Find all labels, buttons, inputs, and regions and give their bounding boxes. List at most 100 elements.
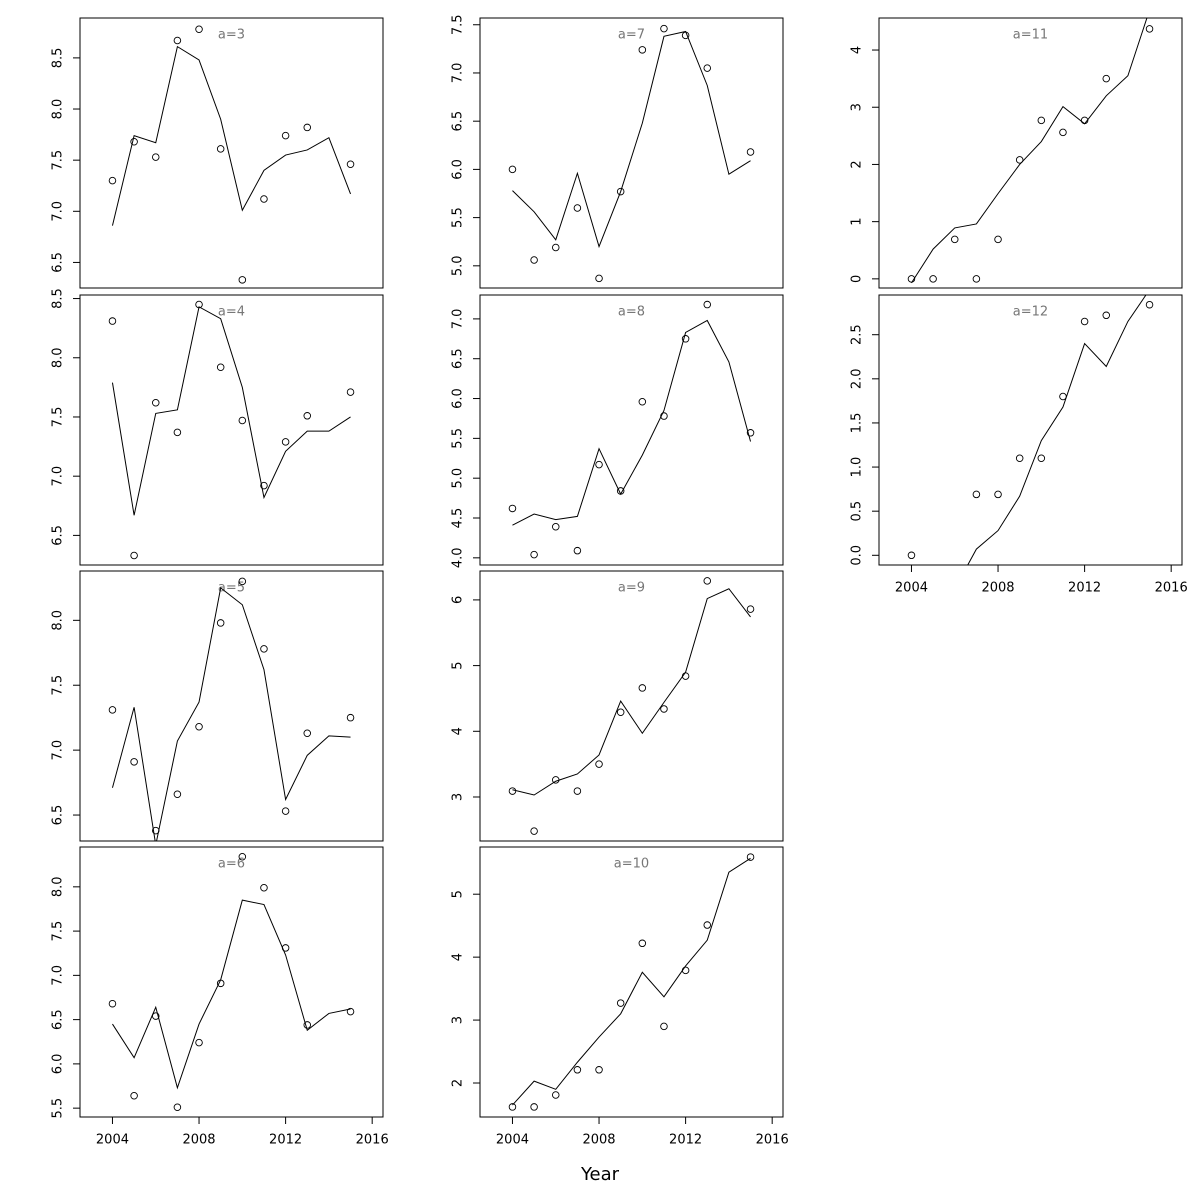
panel: a=8 4.0 4.5 5.0 5.5 6.0 6.5 7.0 (451, 294, 784, 568)
data-point (260, 645, 268, 653)
x-tick-label: 2008 (182, 1133, 215, 1148)
data-point (173, 790, 182, 799)
data-point (195, 1038, 203, 1047)
data-point (638, 684, 647, 692)
plot-area (907, 295, 1154, 565)
data-point (508, 787, 517, 795)
plot-area (108, 300, 355, 560)
y-tick-label: 4.0 (451, 547, 466, 568)
data-point (260, 481, 268, 490)
fitted-line (911, 18, 1148, 284)
data-point (638, 397, 647, 406)
x-tick-label: 2016 (1155, 581, 1188, 596)
y-tick-label: 8.0 (51, 99, 66, 120)
plot-area (508, 24, 755, 283)
fitted-line (967, 295, 1147, 565)
data-point (108, 706, 117, 714)
y-tick-label: 6.5 (51, 1009, 66, 1030)
panel-frame (79, 294, 384, 566)
data-point (573, 787, 582, 795)
panel-frame (878, 294, 1183, 566)
y-tick-label: 7.5 (51, 675, 66, 696)
data-point (1145, 25, 1154, 33)
data-point (303, 729, 312, 738)
data-point (108, 999, 117, 1008)
y-tick-label: 2.5 (850, 324, 865, 345)
data-point (951, 235, 959, 244)
data-point (972, 490, 981, 499)
data-point (907, 551, 916, 560)
data-point (994, 235, 1002, 244)
y-tick-label: 8.0 (51, 876, 66, 897)
plot-area (108, 25, 355, 284)
data-point (281, 131, 290, 140)
y-tick-label: 1.0 (850, 457, 865, 478)
data-point (303, 123, 312, 132)
data-point (638, 939, 647, 948)
data-point (660, 705, 668, 713)
data-point (552, 243, 560, 252)
data-point (108, 176, 117, 185)
panel: a=6 5.5 6.0 6.5 7.0 7.5 8.0 2004 2008 2012 2016 (51, 846, 389, 1148)
y-tick-label: 8.5 (51, 48, 66, 69)
data-point (530, 1103, 538, 1111)
x-tick-label: 2016 (356, 1133, 389, 1148)
data-point (681, 966, 690, 975)
y-tick-label: 7.0 (51, 466, 66, 487)
data-point (660, 24, 668, 33)
data-point (346, 1007, 355, 1016)
fitted-line (111, 306, 351, 516)
plot-area (907, 18, 1154, 284)
data-point (151, 153, 160, 161)
panel-frame (479, 846, 784, 1118)
data-point (746, 148, 755, 156)
fitted-line (112, 899, 351, 1090)
data-point (130, 137, 138, 146)
y-tick-label: 5 (451, 890, 466, 898)
data-point (173, 1103, 182, 1112)
data-point (616, 708, 625, 716)
data-point (573, 1066, 582, 1074)
y-tick-label: 6.5 (51, 525, 66, 546)
data-point (929, 275, 937, 283)
y-tick-label: 3 (451, 793, 466, 801)
panel-title: a=3 (218, 28, 245, 43)
data-point (238, 577, 247, 586)
y-tick-label: 0 (850, 275, 865, 283)
data-point (972, 275, 981, 283)
panel-title: a=10 (614, 857, 649, 872)
x-tick-label: 2004 (496, 1133, 529, 1148)
data-point (616, 187, 625, 196)
y-tick-label: 8.0 (51, 347, 66, 368)
y-tick-label: 1.5 (850, 413, 865, 434)
data-point (108, 317, 117, 325)
y-tick-label: 8.0 (51, 610, 66, 631)
fitted-line (512, 588, 751, 796)
panel-frame (479, 570, 784, 842)
data-point (530, 827, 538, 835)
y-tick-label: 1 (850, 218, 865, 226)
y-tick-label: 6.0 (451, 159, 466, 180)
panel-title: a=7 (618, 28, 645, 43)
data-point (1037, 454, 1046, 462)
y-tick-label: 5 (451, 661, 466, 669)
y-tick-label: 6.5 (51, 805, 66, 826)
data-point (508, 165, 517, 174)
panel: a=7 5.0 5.5 6.0 6.5 7.0 7.5 (451, 14, 784, 289)
data-point (195, 25, 203, 34)
y-tick-label: 5.5 (51, 1098, 66, 1119)
fitted-line (512, 857, 751, 1106)
panel: a=4 6.5 7.0 7.5 8.0 8.5 (51, 288, 384, 566)
y-tick-label: 2.0 (850, 368, 865, 389)
data-point (1145, 300, 1154, 309)
panel-title: a=4 (218, 305, 245, 320)
data-point (573, 546, 582, 555)
panel-title: a=9 (618, 581, 645, 596)
panel-title: a=6 (218, 857, 245, 872)
y-tick-label: 7.0 (451, 63, 466, 84)
panel: a=11 0 1 2 3 4 (850, 17, 1183, 289)
y-tick-label: 5.5 (451, 207, 466, 228)
x-tick-label: 2016 (756, 1133, 789, 1148)
fitted-line (512, 319, 752, 526)
